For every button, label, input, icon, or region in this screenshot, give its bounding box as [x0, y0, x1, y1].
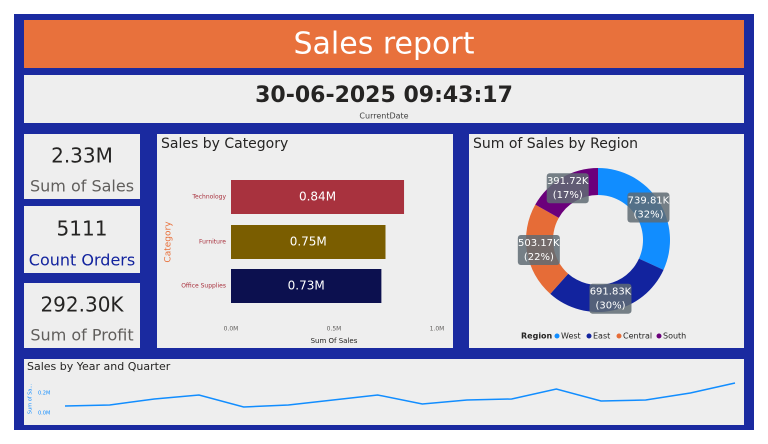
bar-label: 0.75M	[290, 235, 327, 249]
data-label: (17%)	[553, 190, 583, 201]
legend-label: West	[561, 332, 581, 341]
data-label: 691.83K	[590, 287, 632, 298]
data-label: 739.81K	[628, 196, 670, 207]
x-tick-label: 0.0M	[224, 326, 239, 333]
title-bar	[24, 20, 744, 68]
line	[64, 382, 736, 408]
card	[24, 206, 140, 273]
legend-marker	[616, 333, 622, 339]
y-tick-label: Office Supplies	[181, 283, 226, 290]
x-axis-label: Sum Of Sales	[311, 337, 358, 345]
legend-label: South	[663, 332, 686, 341]
date-value: 30-06-2025 09:43:17	[255, 83, 513, 108]
x-tick-label: 1.0M	[430, 326, 445, 333]
bar	[231, 180, 405, 214]
card	[24, 134, 140, 199]
line-panel	[24, 359, 744, 425]
data-label: (32%)	[633, 210, 663, 221]
card-label: Sum of Profit	[30, 326, 133, 345]
y-axis-label: Category	[164, 221, 174, 263]
y-tick-label: 0.0M	[38, 411, 50, 417]
card-value: 292.30K	[40, 293, 124, 317]
chart-title: Sales by Year and Quarter	[27, 360, 171, 373]
chart-title: Sales by Category	[161, 136, 288, 152]
card-value: 5111	[57, 217, 108, 241]
card-label: Count Orders	[29, 251, 135, 270]
data-label: (22%)	[524, 252, 554, 263]
date-panel	[24, 75, 744, 123]
legend-marker	[554, 333, 560, 339]
card-value: 2.33M	[51, 144, 113, 168]
legend-title: Region	[521, 332, 553, 341]
data-label: (30%)	[595, 301, 625, 312]
data-label: 503.17K	[518, 238, 560, 249]
x-tick-label: 0.5M	[327, 326, 342, 333]
report-title: Sales report	[293, 27, 474, 62]
date-label: CurrentDate	[359, 112, 408, 121]
y-tick-label: Furniture	[199, 239, 226, 246]
y-tick-label: 0.2M	[38, 391, 50, 397]
bar	[231, 269, 382, 303]
legend-label: East	[593, 332, 610, 341]
bar	[231, 225, 386, 259]
data-label: 391.72K	[547, 176, 589, 187]
card	[24, 283, 140, 348]
y-tick-label: Technology	[191, 194, 226, 201]
bar-label: 0.73M	[288, 279, 325, 293]
bar-label: 0.84M	[299, 190, 336, 204]
label-box	[627, 192, 670, 223]
label-box	[589, 283, 632, 314]
legend-marker	[656, 333, 662, 339]
label-box	[517, 234, 560, 265]
chart-title: Sum of Sales by Region	[473, 136, 638, 152]
legend-label: Central	[623, 332, 652, 341]
label-box	[546, 173, 589, 204]
y-axis-label: Sum of Sa...	[28, 383, 34, 414]
card-label: Sum of Sales	[30, 177, 134, 196]
legend-marker	[586, 333, 592, 339]
donut-panel	[469, 134, 744, 348]
